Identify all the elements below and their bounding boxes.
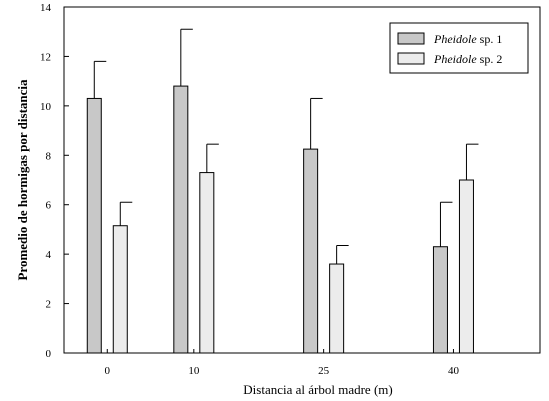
x-axis-title: Distancia al árbol madre (m) [243, 382, 392, 397]
legend-label-2: Pheidole sp. 2 [433, 52, 502, 66]
y-tick-label: 8 [46, 150, 52, 162]
bar-series-1 [86, 97, 102, 354]
legend-swatch-1 [397, 32, 425, 45]
legend-box [389, 22, 529, 74]
legend-swatch-2 [397, 52, 425, 65]
y-tick-label: 0 [46, 348, 52, 360]
x-tick-label: 0 [105, 365, 111, 377]
bar-series-2 [112, 225, 128, 354]
bar-series-2 [329, 263, 345, 354]
bar-series-2 [458, 179, 474, 354]
plot-border [63, 6, 541, 354]
y-axis-title: Promedio de hormigas por distancia [15, 79, 30, 281]
y-tick-label: 2 [46, 299, 52, 311]
y-tick-label: 12 [40, 51, 51, 63]
y-tick-label: 14 [40, 2, 52, 14]
y-axis: 0 2 4 6 8 10 12 14 [40, 2, 69, 360]
bars-group [86, 28, 479, 354]
x-axis: 0 10 25 40 [105, 349, 460, 377]
x-tick-label: 10 [188, 365, 200, 377]
legend-label-1: Pheidole sp. 1 [433, 32, 502, 46]
y-tick-label: 4 [46, 249, 52, 261]
bar-series-2 [199, 172, 215, 354]
bar-series-1 [432, 246, 448, 354]
y-tick-label: 6 [46, 200, 52, 212]
x-tick-label: 40 [448, 365, 460, 377]
y-tick-label: 10 [40, 101, 52, 113]
bar-series-1 [303, 148, 319, 354]
bar-series-1 [173, 85, 189, 354]
x-tick-label: 25 [318, 365, 330, 377]
plot-area [63, 6, 541, 354]
legend: Pheidole sp. 1 Pheidole sp. 2 [389, 22, 529, 74]
